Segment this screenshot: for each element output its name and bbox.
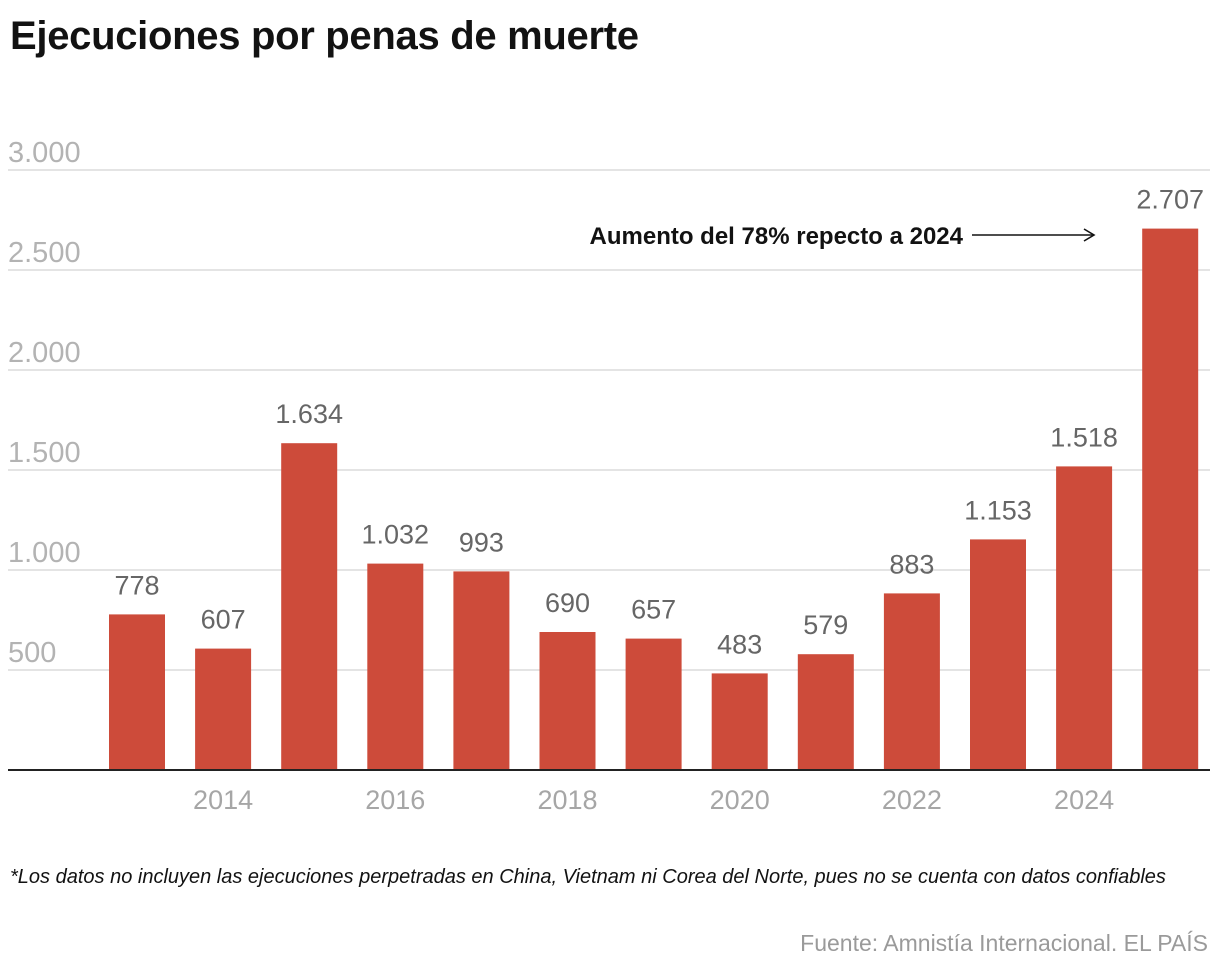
x-tick-label: 2016 [365, 785, 425, 815]
bar-value-label: 1.518 [1050, 422, 1118, 452]
bar-2021 [797, 654, 854, 770]
bar-value-label: 1.153 [964, 495, 1032, 525]
source-credit: Fuente: Amnistía Internacional. EL PAÍS [800, 930, 1208, 956]
annotation-arrow-head [1083, 228, 1096, 242]
bar-value-label: 657 [631, 595, 676, 625]
y-axis-tick-labels: 500 1.000 1.500 2.000 2.500 3.000 [8, 137, 81, 669]
bar-value-labels: 778 607 1.634 1.032 993 690 657 483 579 883 1.153 1… [114, 185, 1204, 660]
y-tick-label: 2.000 [8, 337, 81, 369]
bar-value-label: 778 [114, 570, 159, 600]
bar-2023 [970, 539, 1026, 770]
y-tick-label: 1.500 [8, 437, 81, 469]
bar-2024 [1056, 466, 1113, 770]
y-tick-label: 1.000 [8, 537, 81, 569]
bar-2015 [281, 443, 338, 770]
y-tick-label: 3.000 [8, 137, 81, 169]
x-tick-label: 2024 [1054, 785, 1114, 815]
bar-2020 [711, 673, 768, 770]
bar-2018 [539, 632, 596, 770]
x-tick-label: 2020 [710, 785, 770, 815]
bar-2014 [195, 648, 252, 770]
bar-2016 [367, 563, 424, 770]
chart-title: Ejecuciones por penas de muerte [10, 14, 639, 58]
x-tick-label: 2014 [193, 785, 253, 815]
y-tick-label: 500 [8, 637, 56, 669]
bar-2025 [1142, 228, 1199, 771]
bar-value-label: 1.032 [362, 520, 430, 550]
bar-value-label: 2.707 [1136, 185, 1204, 215]
bar-2017 [453, 571, 510, 770]
bar-value-label: 607 [201, 605, 246, 635]
y-tick-label: 2.500 [8, 237, 81, 269]
x-tick-label: 2018 [537, 785, 597, 815]
bar-2019 [625, 638, 682, 770]
bar-value-label: 1.634 [275, 399, 343, 429]
x-tick-label: 2022 [882, 785, 942, 815]
bar-value-label: 690 [545, 588, 590, 618]
bar-2022 [883, 593, 940, 770]
footnote: *Los datos no incluyen las ejecuciones p… [10, 866, 1166, 888]
annotation: Aumento del 78% repecto a 2024 [590, 223, 1096, 250]
bar-value-label: 483 [717, 629, 762, 659]
bars [109, 228, 1199, 771]
annotation-text: Aumento del 78% repecto a 2024 [590, 223, 964, 250]
bar-2013 [109, 614, 165, 770]
bar-value-label: 579 [803, 610, 848, 640]
bar-value-label: 883 [889, 549, 934, 579]
bar-value-label: 993 [459, 527, 504, 557]
x-axis-tick-labels: 2014 2016 2018 2020 2022 2024 [193, 785, 1114, 815]
